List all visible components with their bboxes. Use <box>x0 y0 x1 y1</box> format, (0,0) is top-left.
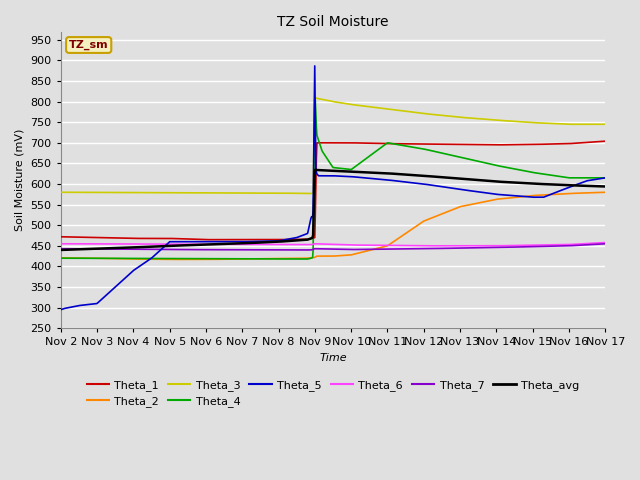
Line: Theta_7: Theta_7 <box>61 244 605 250</box>
Theta_3 <box>483 117 490 122</box>
Theta_avg <box>602 184 609 190</box>
Theta_1 <box>602 138 609 144</box>
Theta_4 <box>432 149 440 155</box>
Theta_2 <box>297 255 305 261</box>
Theta_5 <box>492 192 500 197</box>
Theta_1 <box>202 237 210 242</box>
Theta_4 <box>602 175 609 180</box>
Theta_7 <box>57 246 65 252</box>
Theta_avg <box>113 245 120 251</box>
Theta_avg <box>431 174 439 180</box>
Theta_3 <box>277 190 285 196</box>
Theta_1 <box>431 141 439 147</box>
Theta_3 <box>602 121 609 127</box>
Theta_4 <box>275 256 283 262</box>
Theta_avg <box>57 247 65 253</box>
Theta_4 <box>297 256 305 262</box>
Theta_4 <box>492 163 500 168</box>
Theta_6 <box>277 242 285 248</box>
Theta_5 <box>602 175 609 180</box>
Theta_7 <box>275 247 283 253</box>
Theta_6 <box>420 243 428 249</box>
Theta_3 <box>312 95 319 101</box>
Theta_7 <box>602 241 609 247</box>
Line: Theta_5: Theta_5 <box>61 66 605 310</box>
Theta_6 <box>297 242 305 248</box>
Theta_5 <box>482 190 490 196</box>
Theta_avg <box>312 167 319 173</box>
Theta_7 <box>482 245 490 251</box>
Line: Theta_3: Theta_3 <box>61 98 605 193</box>
Text: TZ_sm: TZ_sm <box>69 40 109 50</box>
Theta_7 <box>492 245 500 251</box>
Theta_2 <box>431 214 439 219</box>
Theta_3 <box>113 190 120 195</box>
Theta_avg <box>277 239 285 244</box>
Theta_3 <box>308 191 316 196</box>
Theta_6 <box>602 240 609 245</box>
Theta_7 <box>431 246 439 252</box>
Line: Theta_2: Theta_2 <box>61 192 605 259</box>
Theta_3 <box>492 117 500 123</box>
Theta_avg <box>297 237 305 243</box>
Line: Theta_avg: Theta_avg <box>61 170 605 250</box>
Theta_4 <box>113 255 120 261</box>
Theta_4 <box>311 96 319 102</box>
Theta_4 <box>278 256 285 262</box>
Theta_avg <box>492 179 500 184</box>
Theta_1 <box>57 234 65 240</box>
Theta_2 <box>278 256 285 262</box>
Theta_2 <box>113 256 120 262</box>
Theta_1 <box>492 142 500 148</box>
Theta_3 <box>432 112 440 118</box>
Theta_6 <box>482 243 490 249</box>
Legend: Theta_1, Theta_2, Theta_3, Theta_4, Theta_5, Theta_6, Theta_7, Theta_avg: Theta_1, Theta_2, Theta_3, Theta_4, Thet… <box>82 375 584 411</box>
Theta_7 <box>297 247 305 253</box>
Theta_1 <box>297 237 305 242</box>
Theta_6 <box>57 241 65 247</box>
Theta_5 <box>431 183 439 189</box>
Theta_1 <box>113 235 120 241</box>
Theta_6 <box>492 243 500 249</box>
Theta_4 <box>57 255 65 261</box>
X-axis label: Time: Time <box>319 353 347 363</box>
Theta_5 <box>113 283 120 289</box>
Theta_4 <box>483 160 490 166</box>
Theta_2 <box>57 255 65 261</box>
Theta_1 <box>278 237 285 242</box>
Theta_3 <box>57 190 65 195</box>
Theta_6 <box>113 241 120 247</box>
Theta_5 <box>311 63 319 69</box>
Theta_2 <box>166 256 173 262</box>
Line: Theta_4: Theta_4 <box>61 99 605 259</box>
Theta_2 <box>482 199 490 204</box>
Theta_7 <box>113 246 120 252</box>
Theta_1 <box>482 142 490 148</box>
Theta_5 <box>277 238 285 243</box>
Theta_3 <box>297 191 305 196</box>
Theta_6 <box>431 243 439 249</box>
Line: Theta_6: Theta_6 <box>61 242 605 246</box>
Theta_2 <box>602 190 609 195</box>
Theta_avg <box>482 178 490 183</box>
Theta_5 <box>297 233 305 239</box>
Line: Theta_1: Theta_1 <box>61 141 605 240</box>
Y-axis label: Soil Moisture (mV): Soil Moisture (mV) <box>15 129 25 231</box>
Theta_7 <box>278 247 285 253</box>
Title: TZ Soil Moisture: TZ Soil Moisture <box>277 15 388 29</box>
Theta_2 <box>492 196 500 202</box>
Theta_5 <box>57 307 65 312</box>
